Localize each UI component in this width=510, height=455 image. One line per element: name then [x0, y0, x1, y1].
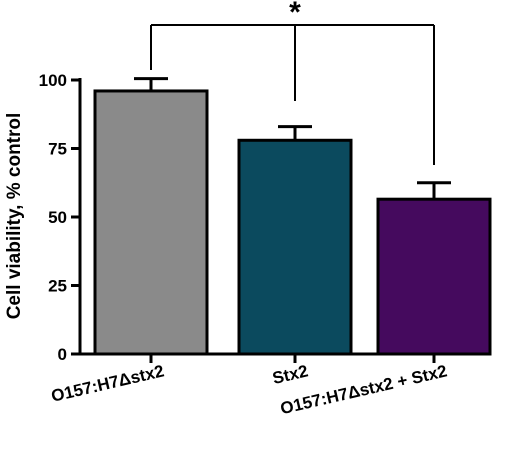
y-tick-label-100: 100	[39, 71, 67, 90]
bar-1	[93, 89, 209, 356]
y-tick-label-50: 50	[48, 208, 67, 227]
significance-label: *	[289, 0, 301, 29]
bar-3	[376, 197, 492, 356]
significance-bracket: *	[150, 0, 435, 165]
bar-2	[237, 138, 353, 356]
y-tick-label-0: 0	[58, 345, 67, 364]
y-axis-title: Cell viability, % control	[4, 113, 25, 320]
category-label-1: O157:H7Δstx2	[49, 361, 166, 405]
category-label-2: Stx2	[271, 361, 310, 388]
bars-layer	[93, 77, 492, 356]
y-tick-label-25: 25	[48, 277, 67, 296]
y-tick-label-75: 75	[48, 140, 67, 159]
